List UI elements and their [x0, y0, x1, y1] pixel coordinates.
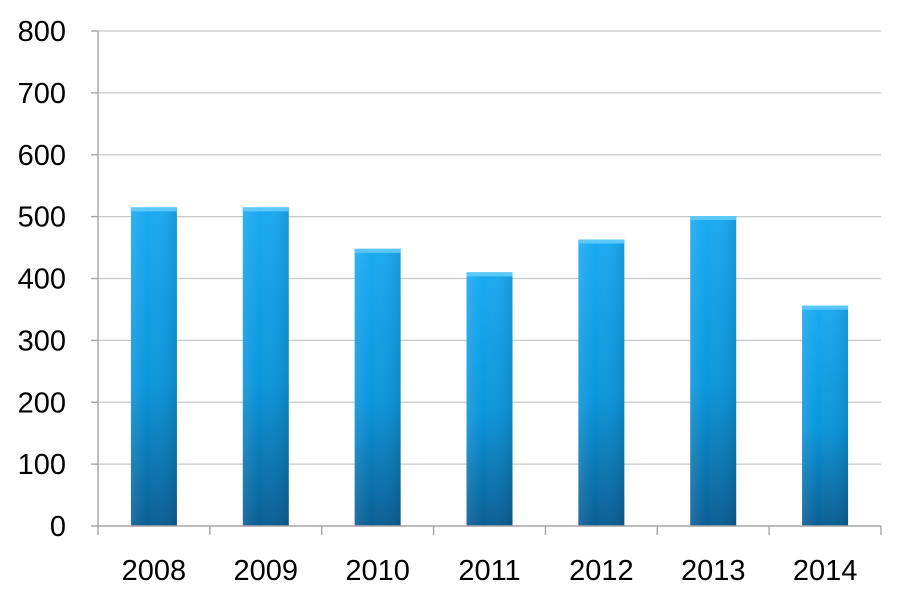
y-tick-label: 700	[18, 78, 66, 110]
x-tick-label: 2012	[569, 555, 634, 587]
y-tick-label: 0	[50, 511, 66, 543]
bar-sheen	[578, 239, 625, 527]
bar-cap	[466, 272, 513, 277]
y-tick-label: 400	[18, 264, 66, 296]
y-tick-labels: 0 100 200 300 400 500 600 700 800	[18, 16, 66, 543]
x-tick-label: 2010	[345, 555, 410, 587]
y-tick-label: 200	[18, 387, 66, 419]
bar-2010	[354, 248, 401, 527]
bar-cap	[354, 248, 401, 253]
bar-2013	[690, 216, 737, 526]
bar-2009	[242, 207, 289, 526]
bar-sheen	[354, 248, 401, 527]
bar-cap	[130, 207, 177, 212]
bars	[130, 207, 849, 527]
bar-2011	[466, 272, 513, 526]
bar-sheen	[130, 207, 177, 526]
bar-2014	[802, 305, 849, 526]
y-tick-label: 600	[18, 140, 66, 172]
bar-cap	[690, 216, 737, 221]
bar-sheen	[802, 305, 849, 526]
bar-cap	[578, 239, 625, 244]
y-tick-label: 500	[18, 202, 66, 234]
x-tick-label: 2014	[793, 555, 858, 587]
x-tick-label: 2013	[681, 555, 746, 587]
bar-cap	[802, 305, 849, 310]
bar-sheen	[690, 216, 737, 526]
y-tick-label: 100	[18, 449, 66, 481]
bar-2012	[578, 239, 625, 527]
y-tick-label: 800	[18, 16, 66, 48]
bar-cap	[242, 207, 289, 212]
bar-sheen	[466, 272, 513, 526]
x-tick-label: 2008	[122, 555, 187, 587]
x-tick-labels: 2008 2009 2010 2011 2012 2013 2014	[122, 555, 858, 587]
axes	[91, 30, 882, 535]
bar-2008	[130, 207, 177, 526]
x-tick-label: 2011	[458, 555, 520, 587]
bar-sheen	[242, 207, 289, 526]
y-tick-label: 300	[18, 325, 66, 357]
x-tick-label: 2009	[234, 555, 299, 587]
